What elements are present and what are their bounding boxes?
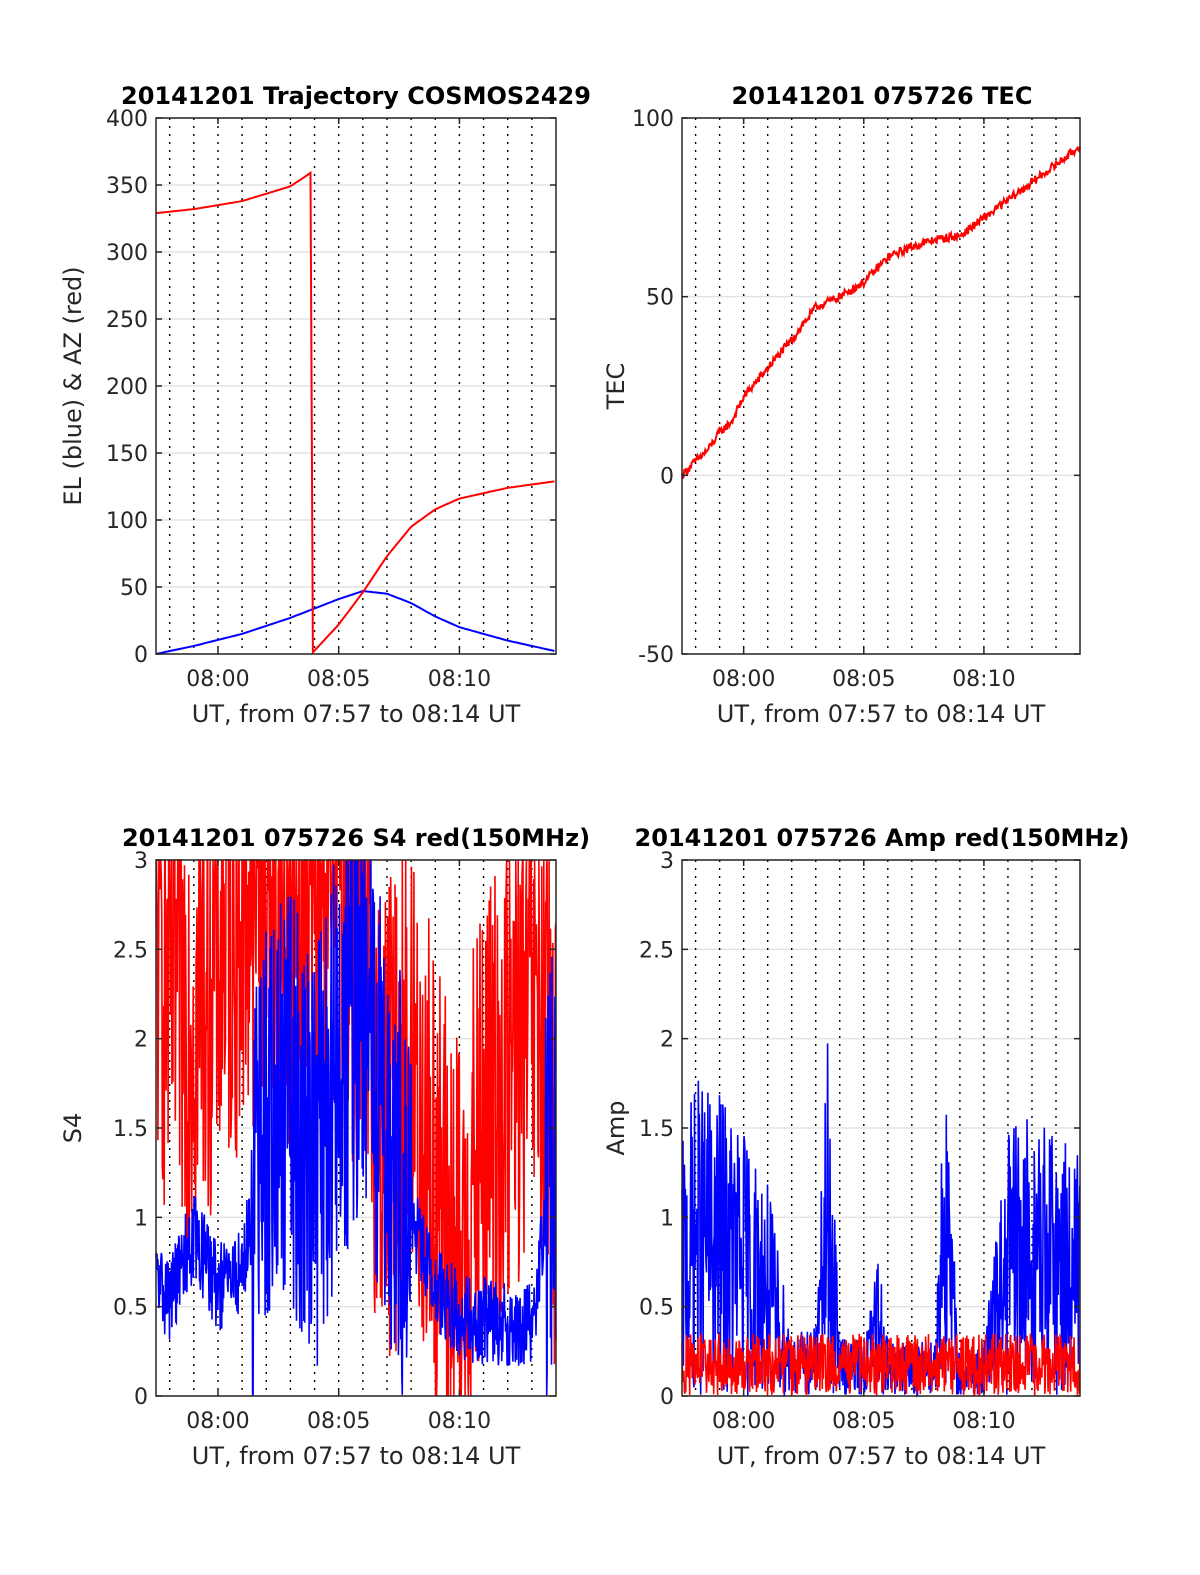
x-axis-label: UT, from 07:57 to 08:14 UT bbox=[717, 1442, 1046, 1470]
y-axis-label: S4 bbox=[59, 1113, 87, 1144]
y-tick-label: 1.5 bbox=[113, 1117, 148, 1142]
y-tick-label: 100 bbox=[632, 107, 674, 132]
x-tick-label: 08:10 bbox=[428, 667, 491, 692]
x-tick-label: 08:00 bbox=[186, 1409, 249, 1434]
chart-panel-3: 0 0.5 1 1.5 2 2.5 3 08:00 08:05 08:10 UT, from 07:… bbox=[59, 824, 590, 1470]
x-tick-label: 08:00 bbox=[712, 1409, 775, 1434]
chart-panel-2: -50 0 50 100 08:00 08:05 08:10 UT, from 07:57 t… bbox=[602, 82, 1081, 728]
y-tick-label: 2.5 bbox=[639, 938, 674, 963]
chart-panel-4: 0 0.5 1 1.5 2 2.5 3 08:00 08:05 08:10 UT, from 07:… bbox=[602, 824, 1129, 1470]
y-tick-label: 50 bbox=[646, 286, 674, 311]
chart-panel-1: 0 50 100 150 200 250 300 350 400 08:00 08:05 08:10 U… bbox=[59, 82, 591, 728]
series-line-2 bbox=[155, 859, 557, 1397]
x-axis-label: UT, from 07:57 to 08:14 UT bbox=[192, 1442, 521, 1470]
y-tick-label: 100 bbox=[106, 509, 148, 534]
series-line-1 bbox=[155, 590, 555, 655]
series-line-1 bbox=[155, 859, 557, 1397]
y-tick-label: 0 bbox=[134, 1385, 148, 1410]
x-tick-label: 08:05 bbox=[832, 1409, 895, 1434]
series-line-1 bbox=[681, 145, 1081, 480]
x-tick-label: 08:10 bbox=[952, 1409, 1015, 1434]
y-axis-label: EL (blue) & AZ (red) bbox=[59, 266, 87, 505]
x-tick-label: 08:10 bbox=[428, 1409, 491, 1434]
x-axis-label: UT, from 07:57 to 08:14 UT bbox=[717, 700, 1046, 728]
y-tick-label: 200 bbox=[106, 375, 148, 400]
y-tick-label: 0 bbox=[134, 643, 148, 668]
y-tick-label: 50 bbox=[120, 576, 148, 601]
y-tick-label: 350 bbox=[106, 174, 148, 199]
y-tick-label: 300 bbox=[106, 241, 148, 266]
series-line-2 bbox=[155, 171, 555, 655]
x-tick-label: 08:00 bbox=[712, 667, 775, 692]
y-tick-label: -50 bbox=[638, 643, 674, 668]
x-tick-label: 08:05 bbox=[307, 667, 370, 692]
y-tick-label: 3 bbox=[134, 849, 148, 874]
chart-title: 20141201 Trajectory COSMOS2429 bbox=[121, 82, 591, 110]
y-axis-label: Amp bbox=[602, 1100, 630, 1155]
x-tick-label: 08:05 bbox=[307, 1409, 370, 1434]
x-axis-label: UT, from 07:57 to 08:14 UT bbox=[192, 700, 521, 728]
y-tick-label: 0.5 bbox=[113, 1296, 148, 1321]
y-tick-label: 2 bbox=[660, 1028, 674, 1053]
series-line-1 bbox=[681, 1043, 1081, 1398]
y-tick-label: 2.5 bbox=[113, 938, 148, 963]
y-tick-label: 400 bbox=[106, 107, 148, 132]
y-tick-label: 1.5 bbox=[639, 1117, 674, 1142]
axes-box bbox=[681, 117, 1081, 655]
chart-title: 20141201 075726 S4 red(150MHz) bbox=[122, 824, 590, 852]
y-tick-label: 3 bbox=[660, 849, 674, 874]
chart-title: 20141201 075726 Amp red(150MHz) bbox=[635, 824, 1130, 852]
y-tick-label: 1 bbox=[134, 1206, 148, 1231]
x-tick-label: 08:10 bbox=[952, 667, 1015, 692]
y-tick-label: 2 bbox=[134, 1028, 148, 1053]
y-tick-label: 250 bbox=[106, 308, 148, 333]
x-tick-label: 08:00 bbox=[186, 667, 249, 692]
series-line-2 bbox=[681, 1332, 1081, 1398]
y-axis-label: TEC bbox=[602, 363, 630, 411]
y-tick-label: 150 bbox=[106, 442, 148, 467]
y-tick-label: 0.5 bbox=[639, 1296, 674, 1321]
x-tick-label: 08:05 bbox=[832, 667, 895, 692]
y-tick-label: 1 bbox=[660, 1206, 674, 1231]
y-tick-label: 0 bbox=[660, 464, 674, 489]
y-tick-label: 0 bbox=[660, 1385, 674, 1410]
chart-title: 20141201 075726 TEC bbox=[732, 82, 1033, 110]
